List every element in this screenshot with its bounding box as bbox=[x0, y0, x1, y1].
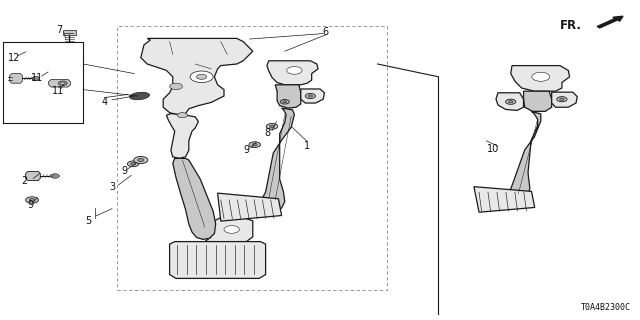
Circle shape bbox=[127, 161, 139, 167]
Polygon shape bbox=[511, 66, 570, 91]
Polygon shape bbox=[552, 92, 577, 107]
Polygon shape bbox=[141, 38, 253, 115]
Polygon shape bbox=[10, 74, 22, 83]
Circle shape bbox=[249, 142, 260, 148]
Text: 4: 4 bbox=[101, 97, 108, 108]
Polygon shape bbox=[267, 61, 318, 85]
Circle shape bbox=[134, 156, 148, 164]
Text: 1: 1 bbox=[304, 140, 310, 151]
Circle shape bbox=[280, 100, 289, 104]
Text: 10: 10 bbox=[486, 144, 499, 154]
Polygon shape bbox=[26, 172, 40, 180]
Circle shape bbox=[131, 163, 136, 165]
Circle shape bbox=[508, 100, 513, 103]
Circle shape bbox=[557, 97, 567, 102]
Circle shape bbox=[287, 67, 302, 74]
Polygon shape bbox=[474, 187, 534, 212]
Circle shape bbox=[252, 143, 257, 146]
Text: 6: 6 bbox=[322, 27, 328, 37]
Circle shape bbox=[177, 113, 188, 118]
Polygon shape bbox=[524, 91, 552, 111]
Circle shape bbox=[305, 93, 316, 99]
Circle shape bbox=[269, 125, 275, 128]
Text: 5: 5 bbox=[85, 216, 92, 226]
Text: 8: 8 bbox=[264, 128, 271, 138]
Circle shape bbox=[283, 101, 287, 103]
Polygon shape bbox=[218, 193, 282, 221]
Text: T0A4B2300C: T0A4B2300C bbox=[580, 303, 630, 312]
Circle shape bbox=[190, 71, 213, 83]
Text: 9: 9 bbox=[121, 166, 127, 176]
Circle shape bbox=[51, 174, 60, 178]
Polygon shape bbox=[166, 114, 198, 158]
Text: 9: 9 bbox=[28, 200, 34, 210]
Polygon shape bbox=[259, 108, 294, 213]
Circle shape bbox=[61, 82, 65, 84]
Polygon shape bbox=[275, 85, 301, 108]
Circle shape bbox=[138, 158, 144, 162]
Circle shape bbox=[308, 95, 313, 97]
Polygon shape bbox=[301, 89, 324, 103]
Ellipse shape bbox=[130, 92, 149, 100]
Text: 3: 3 bbox=[109, 182, 115, 192]
Polygon shape bbox=[170, 242, 266, 278]
Circle shape bbox=[26, 197, 38, 203]
Circle shape bbox=[532, 72, 550, 81]
Circle shape bbox=[266, 124, 278, 129]
Text: 11: 11 bbox=[31, 73, 44, 84]
Text: 11: 11 bbox=[51, 86, 64, 96]
Polygon shape bbox=[507, 111, 541, 206]
Polygon shape bbox=[205, 218, 253, 242]
Circle shape bbox=[32, 76, 40, 80]
Text: 12: 12 bbox=[8, 52, 20, 63]
Text: 2: 2 bbox=[21, 176, 28, 186]
Polygon shape bbox=[173, 158, 216, 239]
Circle shape bbox=[29, 198, 35, 202]
Text: FR.: FR. bbox=[560, 19, 582, 32]
Circle shape bbox=[58, 81, 67, 85]
Circle shape bbox=[506, 99, 516, 104]
Circle shape bbox=[170, 83, 182, 90]
Bar bbox=[63, 30, 76, 35]
Text: 7: 7 bbox=[56, 25, 62, 36]
Polygon shape bbox=[49, 79, 70, 87]
Text: 9: 9 bbox=[243, 145, 250, 156]
Circle shape bbox=[559, 98, 564, 100]
Circle shape bbox=[196, 74, 207, 79]
Circle shape bbox=[224, 226, 239, 233]
Polygon shape bbox=[496, 93, 524, 110]
FancyArrow shape bbox=[597, 16, 623, 28]
